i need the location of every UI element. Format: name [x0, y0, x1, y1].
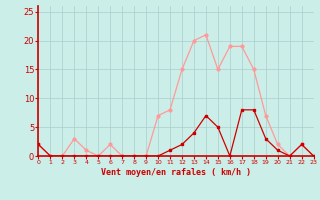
X-axis label: Vent moyen/en rafales ( km/h ): Vent moyen/en rafales ( km/h ): [101, 168, 251, 177]
